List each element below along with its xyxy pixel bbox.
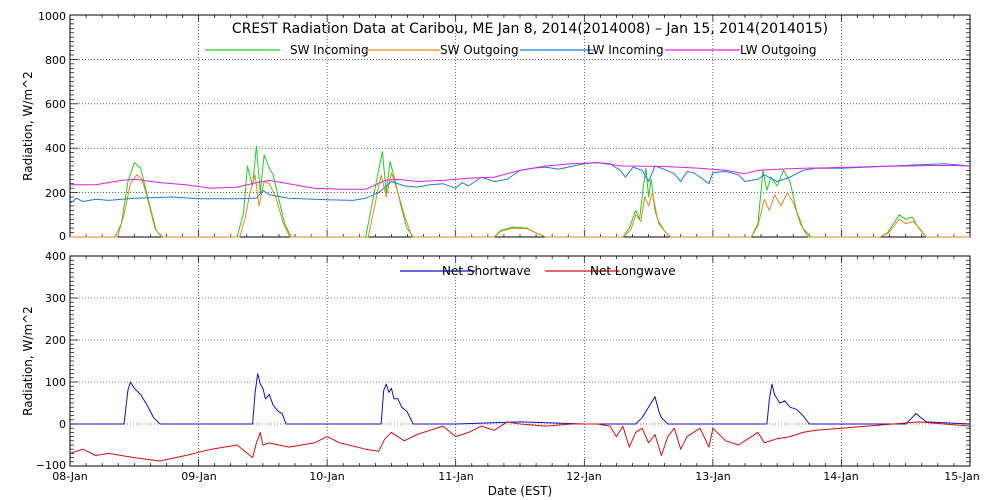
series-line-lw-incoming <box>69 162 971 205</box>
xtick-11-jan: 11-Jan <box>438 470 474 483</box>
bottom-ytick-100: 100 <box>45 376 66 389</box>
xtick-08-jan: 08-Jan <box>52 470 88 483</box>
top-ytick-1000: 1000 <box>38 10 66 23</box>
top-ytick-200: 200 <box>45 187 66 200</box>
bottom-y-axis-label: Radiation, W/m^2 <box>21 306 35 416</box>
xtick-09-jan: 09-Jan <box>181 470 217 483</box>
bottom-grid <box>69 255 971 467</box>
x-axis-label: Date (EST) <box>488 484 552 498</box>
chart-title: CREST Radiation Data at Caribou, ME Jan … <box>232 21 828 37</box>
bottom-series <box>69 373 971 462</box>
top-ytick-800: 800 <box>45 54 66 67</box>
xtick-10-jan: 10-Jan <box>309 470 345 483</box>
bottom-ytick-300: 300 <box>45 292 66 305</box>
series-line-sw-incoming <box>70 145 970 238</box>
legend-label-sw-outgoing: SW Outgoing <box>440 43 519 57</box>
xtick-12-jan: 12-Jan <box>566 470 602 483</box>
bottom-y-ticks: −100 0 100 200 300 400 <box>36 250 66 472</box>
legend-label-lw-outgoing: LW Outgoing <box>740 43 817 57</box>
legend-label-net-longwave: Net Longwave <box>590 264 676 278</box>
top-ytick-600: 600 <box>45 98 66 111</box>
top-panel: CREST Radiation Data at Caribou, ME Jan … <box>21 10 971 243</box>
legend-label-net-shortwave: Net Shortwave <box>442 264 531 278</box>
bottom-ytick-minus100: −100 <box>36 459 66 472</box>
series-line-net-shortwave <box>70 373 971 425</box>
top-y-axis-label: Radiation, W/m^2 <box>21 71 35 181</box>
top-series <box>69 145 971 238</box>
bottom-ytick-0: 0 <box>59 418 66 431</box>
xtick-15-jan: 15-Jan <box>944 470 980 483</box>
bottom-panel: Net Shortwave Net Longwave −100 0 100 20… <box>21 250 980 498</box>
top-y-ticks: 0 200 400 600 800 1000 <box>38 10 66 243</box>
top-ytick-0: 0 <box>59 230 66 243</box>
top-legend: SW Incoming SW Outgoing LW Incoming LW O… <box>205 43 817 57</box>
xtick-13-jan: 13-Jan <box>695 470 731 483</box>
bottom-ytick-400: 400 <box>45 250 66 263</box>
top-grid <box>69 14 971 238</box>
bottom-legend: Net Shortwave Net Longwave <box>400 264 676 278</box>
legend-label-lw-incoming: LW Incoming <box>587 43 664 57</box>
bottom-ytick-200: 200 <box>45 334 66 347</box>
legend-label-sw-incoming: SW Incoming <box>290 43 369 57</box>
series-line-lw-outgoing <box>70 162 971 190</box>
x-tick-labels: 08-Jan 09-Jan 10-Jan 11-Jan 12-Jan 13-Ja… <box>52 470 980 483</box>
top-ytick-400: 400 <box>45 142 66 155</box>
xtick-14-jan: 14-Jan <box>823 470 859 483</box>
series-line-sw-outgoing <box>70 172 970 238</box>
series-line-net-longwave <box>69 421 971 462</box>
